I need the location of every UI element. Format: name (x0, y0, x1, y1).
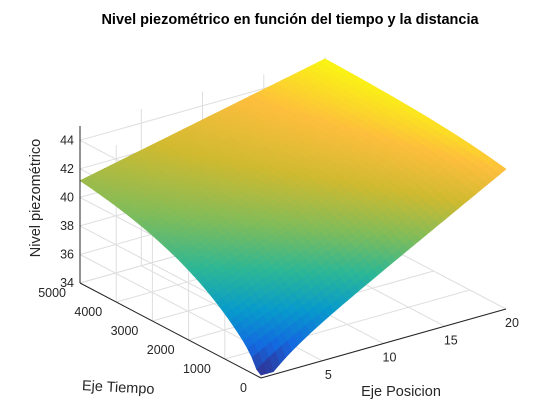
y-tick-label: 5000 (38, 286, 66, 300)
y-tick-label: 4000 (74, 305, 102, 319)
grid-line (79, 254, 262, 350)
z-tick-label: 34 (60, 276, 74, 290)
x-tick-label: 10 (383, 351, 397, 365)
x-tick-label: 15 (444, 333, 458, 347)
z-tick-label: 40 (60, 190, 74, 204)
chart-title: Nivel piezométrico en función del tiempo… (101, 12, 479, 28)
y-tick-label: 1000 (183, 362, 211, 376)
axes (79, 126, 507, 379)
x-axis-line (260, 308, 507, 379)
z-axis-label: Nivel piezométrico (28, 139, 44, 257)
z-tick-label: 44 (60, 133, 74, 147)
tick-labels: 34 36 38 40 42 44 0 1000 2000 3000 4000 5000 5 10 15 20 (38, 133, 519, 395)
x-tick-label: 20 (505, 316, 519, 330)
z-tick-label: 38 (60, 219, 74, 233)
y-axis-line (79, 282, 262, 379)
x-axis-label: Eje Posicion (361, 384, 441, 400)
y-axis-label: Eje Tiempo (82, 378, 155, 398)
y-tick-label: 0 (240, 381, 247, 395)
x-tick-label: 5 (325, 368, 332, 382)
surface-patch (79, 177, 92, 185)
z-tick-label: 36 (60, 248, 74, 262)
y-tick-label: 2000 (147, 343, 175, 357)
z-tick-label: 42 (60, 162, 74, 176)
surface-plot (79, 58, 507, 376)
y-tick-label: 3000 (111, 324, 139, 338)
